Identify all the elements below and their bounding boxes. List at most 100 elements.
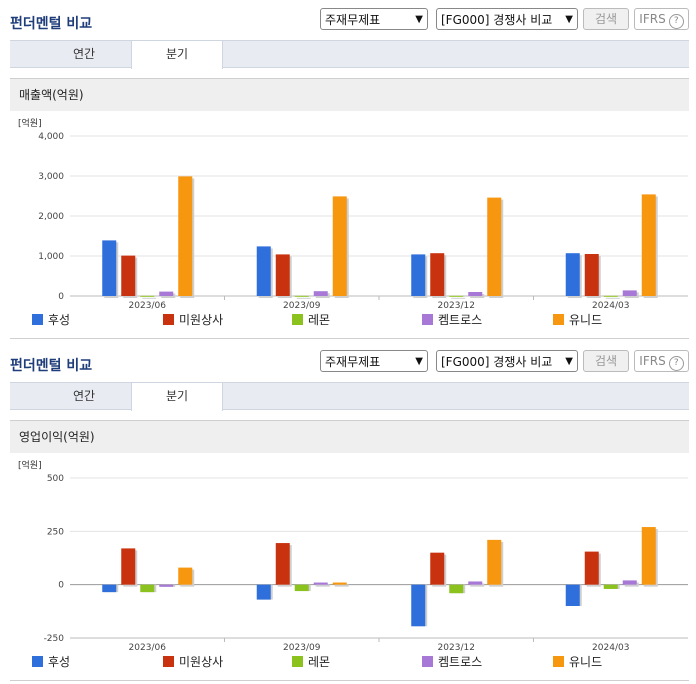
peer-select-value: [FG000] 경쟁사 비교 — [441, 355, 553, 369]
y-tick-label: 3,000 — [38, 172, 64, 182]
legend-swatch — [422, 314, 433, 325]
peer-select[interactable]: [FG000] 경쟁사 비교 ▼ — [436, 350, 578, 372]
tab-annual[interactable]: 연간 — [72, 389, 96, 403]
bar — [159, 584, 174, 587]
bar — [313, 582, 328, 585]
bar — [294, 584, 309, 592]
chevron-down-icon: ▼ — [415, 14, 423, 25]
fundamental-panel-operating-profit: 펀더멘털 비교 주재무제표 ▼ [FG000] 경쟁사 비교 ▼ 검색 IFRS? … — [0, 342, 696, 684]
divider — [10, 680, 689, 681]
period-tabs: 연간 분기 — [10, 40, 689, 69]
y-unit-label: [억원] — [18, 459, 42, 471]
bar-shadow — [142, 297, 157, 299]
statement-select[interactable]: 주재무제표 ▼ — [320, 8, 428, 30]
tab-annual[interactable]: 연간 — [72, 47, 96, 61]
legend-label: 레몬 — [308, 655, 331, 669]
bar — [449, 295, 464, 297]
statement-select-value: 주재무제표 — [325, 355, 381, 369]
bar — [468, 581, 483, 585]
chart-section-title: 매출액(억원) — [10, 78, 689, 111]
chevron-down-icon: ▼ — [565, 356, 573, 367]
legend-label: 켐트로스 — [438, 655, 483, 669]
search-button[interactable]: 검색 — [583, 350, 629, 372]
bar — [449, 584, 464, 594]
tab-quarterly[interactable]: 분기 — [131, 41, 223, 69]
bar-shadow — [296, 297, 311, 299]
period-tabs: 연간 분기 — [10, 382, 689, 411]
bar — [332, 196, 347, 296]
bar-shadow — [334, 584, 349, 587]
bar — [294, 295, 309, 297]
legend-item[interactable]: 미원상사 — [163, 312, 223, 328]
bar — [102, 240, 117, 296]
search-button[interactable]: 검색 — [583, 8, 629, 30]
legend-item[interactable]: 후성 — [32, 654, 70, 670]
legend-label: 유니드 — [569, 655, 603, 669]
ifrs-help-button[interactable]: IFRS? — [634, 8, 689, 30]
bar — [332, 582, 347, 585]
y-tick-label: 250 — [47, 527, 64, 537]
statement-select-value: 주재무제표 — [325, 13, 381, 27]
y-tick-label: 2,000 — [38, 212, 64, 222]
bar — [121, 255, 136, 296]
bar — [603, 295, 618, 297]
legend-swatch — [292, 314, 303, 325]
chart-section-title: 영업이익(억원) — [10, 420, 689, 453]
x-tick-label: 2024/03 — [592, 301, 629, 310]
legend-item[interactable]: 켐트로스 — [422, 654, 482, 670]
x-tick-label: 2023/12 — [438, 301, 475, 310]
bar — [411, 254, 426, 296]
ifrs-label: IFRS — [639, 354, 666, 368]
chevron-down-icon: ▼ — [415, 356, 423, 367]
y-tick-label: 500 — [47, 474, 64, 484]
bar — [140, 295, 155, 297]
legend-label: 켐트로스 — [438, 313, 483, 327]
legend-item[interactable]: 미원상사 — [163, 654, 223, 670]
bar — [641, 527, 656, 585]
legend-label: 후성 — [48, 313, 71, 327]
y-tick-label: 0 — [58, 292, 64, 302]
legend-item[interactable]: 유니드 — [553, 312, 602, 328]
divider — [10, 338, 689, 339]
x-tick-label: 2024/03 — [592, 643, 629, 652]
bar — [487, 539, 502, 585]
legend-item[interactable]: 레몬 — [292, 312, 330, 328]
legend-item[interactable]: 후성 — [32, 312, 70, 328]
x-tick-label: 2023/12 — [438, 643, 475, 652]
y-tick-label: 1,000 — [38, 252, 64, 262]
operating-profit-chart: [억원] 500 250 0 -250 2023/06 2023/09 2023/12 2024… — [10, 454, 689, 680]
y-tick-label: 4,000 — [38, 132, 64, 142]
bar — [159, 291, 174, 296]
bar — [430, 552, 445, 585]
legend-swatch — [422, 656, 433, 667]
x-tick-label: 2023/06 — [129, 643, 167, 652]
legend-swatch — [32, 656, 43, 667]
peer-select-value: [FG000] 경쟁사 비교 — [441, 13, 553, 27]
x-tick-label: 2023/09 — [283, 643, 321, 652]
bar — [275, 543, 290, 585]
legend-item[interactable]: 켐트로스 — [422, 312, 482, 328]
bar — [430, 253, 445, 296]
bar — [487, 197, 502, 296]
chart-legend: 후성 미원상사 레몬 켐트로스 유니드 — [10, 654, 689, 674]
ifrs-help-button[interactable]: IFRS? — [634, 350, 689, 372]
legend-label: 레몬 — [308, 313, 331, 327]
revenue-chart-svg: [억원] 4,000 3,000 2,000 1,000 0 2023/06 2023/09 2… — [18, 117, 688, 311]
panel-title: 펀더멘털 비교 — [10, 16, 93, 32]
statement-select[interactable]: 주재무제표 ▼ — [320, 350, 428, 372]
peer-select[interactable]: [FG000] 경쟁사 비교 ▼ — [436, 8, 578, 30]
legend-item[interactable]: 유니드 — [553, 654, 602, 670]
chevron-down-icon: ▼ — [565, 14, 573, 25]
bar — [256, 584, 271, 600]
x-tick-label: 2023/09 — [283, 301, 321, 310]
legend-swatch — [163, 314, 174, 325]
legend-label: 후성 — [48, 655, 71, 669]
legend-item[interactable]: 레몬 — [292, 654, 330, 670]
bar — [178, 567, 193, 585]
tab-quarterly[interactable]: 분기 — [131, 383, 223, 411]
y-tick-label: 0 — [58, 581, 64, 591]
bar-shadow — [451, 297, 466, 299]
bar — [603, 584, 618, 589]
legend-swatch — [553, 656, 564, 667]
bar — [178, 176, 193, 296]
